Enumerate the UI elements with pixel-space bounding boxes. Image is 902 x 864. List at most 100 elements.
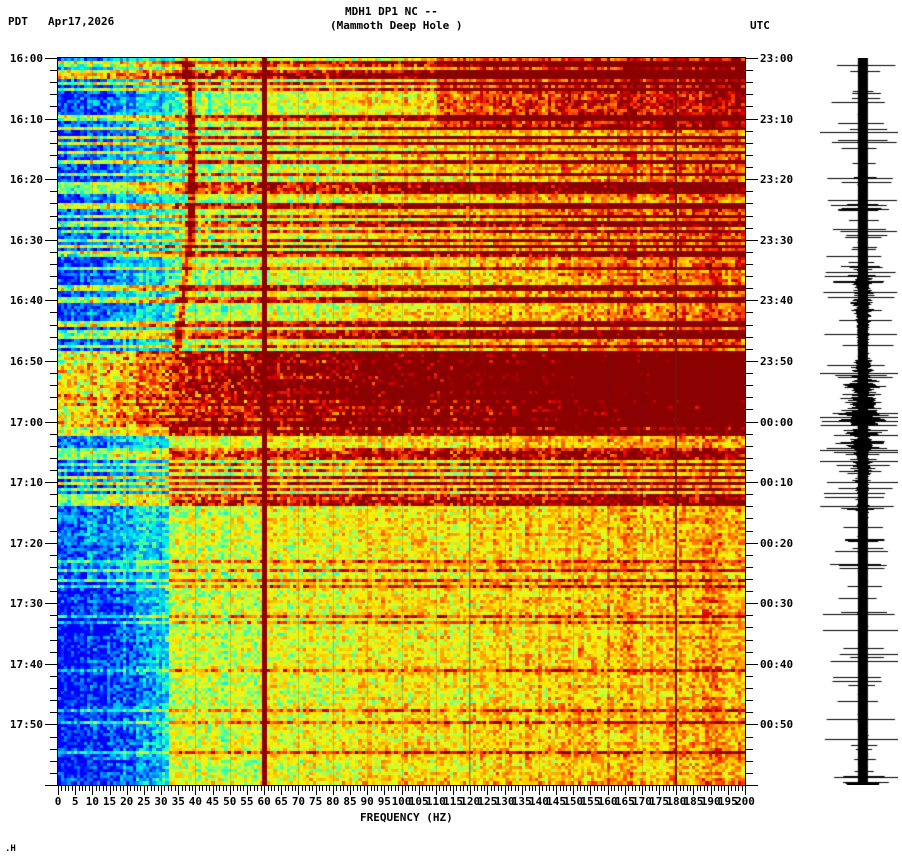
- time-tick-minor-right: [746, 494, 753, 495]
- freq-tick-minor: [192, 786, 193, 791]
- time-tick-minor-right: [746, 591, 753, 592]
- time-tick-major-left: [45, 179, 57, 180]
- freq-tick-minor: [216, 786, 217, 791]
- freq-tick-minor: [364, 786, 365, 791]
- freq-tick-minor: [202, 786, 203, 791]
- time-label-left: 17:40: [9, 657, 43, 671]
- time-tick-minor-left: [50, 264, 57, 265]
- freq-label: 50: [223, 795, 237, 808]
- freq-tick-minor: [501, 786, 502, 791]
- time-tick-major-left: [45, 724, 57, 725]
- freq-tick-major: [711, 786, 712, 795]
- freq-tick-minor: [357, 786, 358, 791]
- time-tick-minor-right: [746, 555, 753, 556]
- time-label-left: 16:40: [9, 294, 43, 308]
- freq-label: 110: [425, 795, 446, 808]
- time-tick-minor-right: [746, 712, 753, 713]
- time-tick-major-left: [45, 361, 57, 362]
- time-label-right: 00:30: [760, 597, 794, 611]
- freq-tick-minor: [147, 786, 148, 791]
- freq-tick-major: [625, 786, 626, 795]
- freq-tick-minor: [663, 786, 664, 791]
- freq-tick-minor: [398, 786, 399, 791]
- time-tick-major-right: [746, 361, 758, 362]
- time-tick-minor-left: [50, 458, 57, 459]
- freq-label: 105: [408, 795, 429, 808]
- freq-tick-minor: [158, 786, 159, 791]
- freq-label: 60: [257, 795, 271, 808]
- time-tick-minor-left: [50, 70, 57, 71]
- freq-tick-minor: [481, 786, 482, 791]
- corner-artifact-mark: .H: [5, 844, 16, 854]
- freq-tick-minor: [632, 786, 633, 791]
- time-tick-minor-right: [746, 325, 753, 326]
- freq-tick-major: [298, 786, 299, 795]
- time-tick-major-left: [45, 422, 57, 423]
- freq-tick-minor: [171, 786, 172, 791]
- freq-tick-major: [213, 786, 214, 795]
- freq-tick-major: [487, 786, 488, 795]
- time-tick-minor-left: [50, 761, 57, 762]
- time-tick-minor-left: [50, 470, 57, 471]
- freq-tick-minor: [237, 786, 238, 791]
- time-tick-minor-left: [50, 252, 57, 253]
- freq-tick-major: [505, 786, 506, 795]
- plot-border-right: [745, 58, 746, 786]
- freq-tick-major: [728, 786, 729, 795]
- freq-tick-minor: [199, 786, 200, 791]
- freq-label: 65: [274, 795, 288, 808]
- freq-tick-major: [367, 786, 368, 795]
- time-label-right: 23:10: [760, 112, 794, 126]
- freq-tick-minor: [649, 786, 650, 791]
- freq-tick-minor: [319, 786, 320, 791]
- freq-tick-minor: [340, 786, 341, 791]
- time-tick-minor-right: [746, 82, 753, 83]
- freq-label: 40: [188, 795, 203, 808]
- freq-tick-minor: [405, 786, 406, 791]
- freq-tick-minor: [446, 786, 447, 791]
- freq-tick-minor: [302, 786, 303, 791]
- freq-tick-minor: [700, 786, 701, 791]
- plot-border-top: [57, 57, 746, 58]
- time-tick-minor-right: [746, 155, 753, 156]
- freq-tick-minor: [106, 786, 107, 791]
- time-tick-minor-left: [50, 385, 57, 386]
- freq-tick-minor: [460, 786, 461, 791]
- freq-tick-minor: [714, 786, 715, 791]
- freq-tick-minor: [89, 786, 90, 791]
- seismogram-panel[interactable]: [820, 58, 898, 785]
- freq-tick-major: [436, 786, 437, 795]
- time-label-right: 00:40: [760, 657, 794, 671]
- freq-tick-major: [608, 786, 609, 795]
- time-tick-minor-right: [746, 615, 753, 616]
- freq-tick-minor: [175, 786, 176, 791]
- freq-tick-minor: [395, 786, 396, 791]
- freq-tick-minor: [463, 786, 464, 791]
- freq-tick-minor: [309, 786, 310, 791]
- time-label-left: 17:50: [9, 718, 43, 732]
- freq-tick-major: [384, 786, 385, 795]
- freq-tick-major: [247, 786, 248, 795]
- freq-label: 15: [102, 795, 117, 808]
- freq-tick-major: [470, 786, 471, 795]
- freq-label: 160: [597, 795, 618, 808]
- freq-tick-minor: [250, 786, 251, 791]
- freq-tick-minor: [443, 786, 444, 791]
- freq-tick-minor: [168, 786, 169, 791]
- time-label-right: 23:30: [760, 233, 794, 247]
- time-tick-major-left: [45, 543, 57, 544]
- freq-tick-minor: [151, 786, 152, 791]
- time-tick-minor-left: [50, 312, 57, 313]
- freq-tick-minor: [415, 786, 416, 791]
- freq-tick-minor: [645, 786, 646, 791]
- spectrogram-plot[interactable]: [58, 58, 745, 785]
- time-tick-minor-left: [50, 555, 57, 556]
- time-tick-major-right: [746, 664, 758, 665]
- freq-label: 120: [460, 795, 481, 808]
- freq-label: 125: [477, 795, 498, 808]
- freq-tick-minor: [254, 786, 255, 791]
- freq-label: 195: [717, 795, 738, 808]
- time-tick-minor-right: [746, 531, 753, 532]
- freq-tick-minor: [735, 786, 736, 791]
- time-tick-minor-right: [746, 518, 753, 519]
